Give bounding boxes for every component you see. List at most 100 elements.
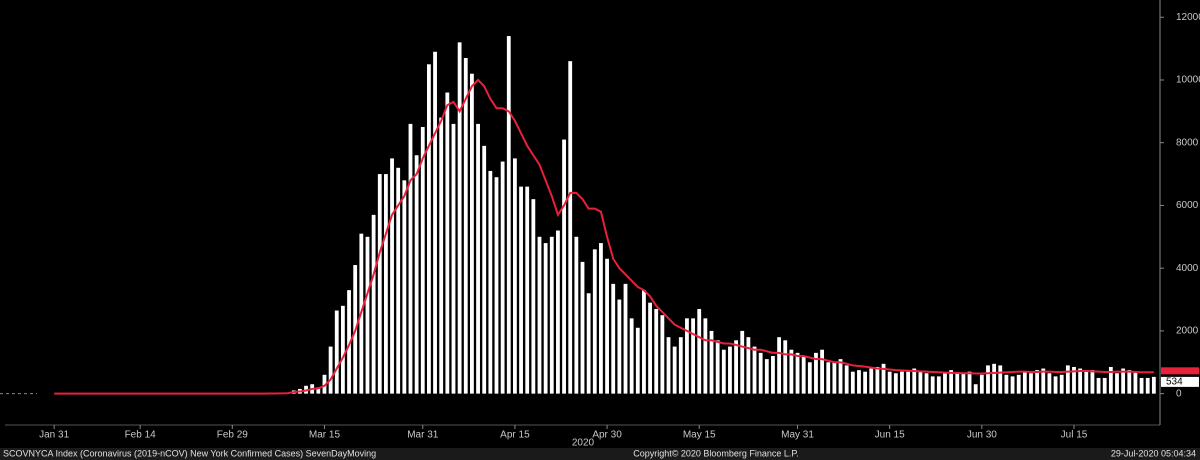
bar <box>328 346 333 394</box>
bar <box>967 371 972 394</box>
bar <box>347 290 351 394</box>
bar <box>955 373 960 394</box>
bar <box>1145 377 1150 394</box>
bar <box>666 337 671 394</box>
y-tick-label: 12000 <box>1176 12 1200 23</box>
bar <box>1004 374 1009 394</box>
x-tick-label: Apr 30 <box>592 430 622 441</box>
bar <box>365 236 370 394</box>
bar <box>979 374 984 394</box>
x-tick-label: Jun 15 <box>875 430 905 441</box>
bar <box>961 373 966 394</box>
bar <box>549 236 554 394</box>
bar <box>912 368 917 394</box>
bar <box>721 349 726 394</box>
bar <box>734 340 738 394</box>
bar <box>525 186 530 394</box>
bar <box>887 371 892 394</box>
bar <box>1078 368 1083 394</box>
bar <box>1139 377 1144 394</box>
bar <box>783 340 788 394</box>
bar <box>642 290 646 394</box>
bar <box>402 180 407 394</box>
x-tick-label: Mar 31 <box>407 430 439 441</box>
bar <box>574 236 579 394</box>
x-tick-label: May 15 <box>683 430 716 441</box>
bar <box>998 365 1003 394</box>
bar <box>936 376 941 394</box>
bar <box>629 318 634 394</box>
bar <box>728 346 732 394</box>
bar <box>857 370 861 394</box>
bar <box>445 92 450 394</box>
bar <box>1133 371 1138 394</box>
bar <box>340 305 345 394</box>
bar <box>930 376 935 394</box>
bar <box>377 174 382 394</box>
bar <box>691 318 695 394</box>
bar <box>764 359 769 394</box>
bar <box>881 363 886 394</box>
bar <box>1022 371 1027 394</box>
bar <box>1059 374 1064 394</box>
bar <box>1121 368 1126 394</box>
bar <box>322 374 327 394</box>
last-line-value-badge <box>1161 367 1199 375</box>
footer-bar <box>0 448 1200 460</box>
y-tick-label: 8000 <box>1176 137 1199 148</box>
bar <box>893 373 898 394</box>
bar <box>383 174 388 394</box>
bar <box>1090 370 1095 394</box>
bar <box>457 42 462 394</box>
x-tick-label: Feb 29 <box>217 430 249 441</box>
bar <box>506 36 511 394</box>
bar <box>513 158 517 394</box>
bar <box>844 365 849 394</box>
last-bar-value-badge <box>1161 376 1199 387</box>
bar <box>1151 376 1156 394</box>
x-tick-label: Feb 14 <box>125 430 157 441</box>
bar <box>746 337 751 394</box>
bar <box>580 261 585 394</box>
bar <box>703 318 708 394</box>
bar <box>408 123 413 394</box>
bar <box>537 236 542 394</box>
bar <box>519 186 523 394</box>
bar <box>390 158 394 394</box>
bar <box>488 170 493 394</box>
bar <box>918 371 923 394</box>
bar <box>623 283 628 394</box>
bar <box>470 73 474 394</box>
bar <box>1016 374 1021 394</box>
bar <box>678 337 683 394</box>
x-tick-label: May 31 <box>781 430 814 441</box>
bar <box>556 230 560 394</box>
bar <box>807 362 812 394</box>
bar <box>654 308 659 394</box>
bar <box>1047 373 1052 394</box>
bar <box>635 327 640 394</box>
bar <box>500 161 505 394</box>
bar <box>1029 373 1033 394</box>
bar <box>838 359 843 394</box>
x-tick-label: Mar 15 <box>309 430 341 441</box>
bar <box>709 330 714 394</box>
bar <box>1096 377 1101 394</box>
bar <box>371 214 376 394</box>
y-tick-label: 10000 <box>1176 75 1200 86</box>
bar <box>863 371 868 394</box>
bar <box>396 167 401 394</box>
bar <box>973 384 978 394</box>
footer-copyright: Copyright© 2020 Bloomberg Finance L.P. <box>633 448 799 458</box>
bar <box>1010 376 1015 394</box>
bar <box>1053 376 1058 394</box>
x-tick-label: Apr 15 <box>500 430 530 441</box>
bar <box>463 58 468 394</box>
bar <box>494 177 499 394</box>
bar <box>531 199 536 394</box>
bar <box>592 249 597 394</box>
bar <box>451 123 456 394</box>
bar <box>1065 365 1070 394</box>
bar <box>316 387 321 394</box>
